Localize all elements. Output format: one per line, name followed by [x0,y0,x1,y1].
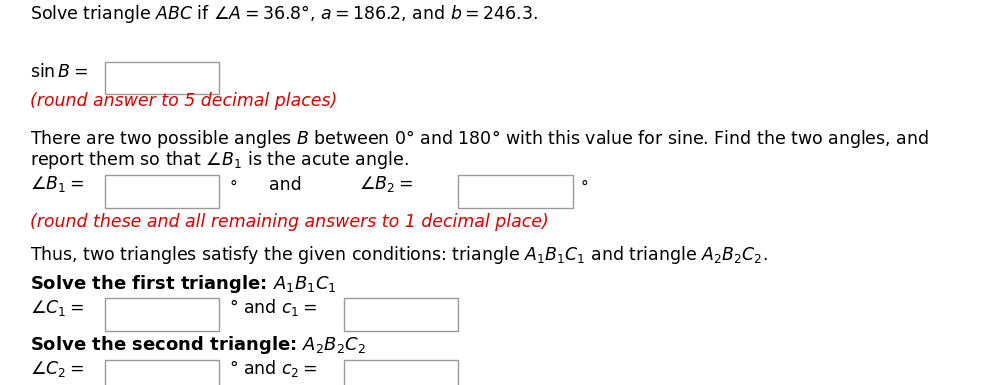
Text: Solve the first triangle: $A_1B_1C_1$: Solve the first triangle: $A_1B_1C_1$ [30,273,337,295]
Text: $\angle B_1 = $: $\angle B_1 = $ [30,174,84,194]
Text: (round these and all remaining answers to 1 decimal place): (round these and all remaining answers t… [30,213,549,231]
Text: and: and [269,176,302,194]
Text: $\sin B = $: $\sin B = $ [30,63,88,81]
FancyBboxPatch shape [105,298,219,331]
Text: ° and $c_2 = $: ° and $c_2 = $ [229,358,318,379]
FancyBboxPatch shape [105,175,219,208]
Text: Solve triangle $ABC$ if $\angle A = 36.8°$, $a = 186.2$, and $b = 246.3$.: Solve triangle $ABC$ if $\angle A = 36.8… [30,3,538,25]
Text: $\angle C_2 = $: $\angle C_2 = $ [30,359,84,379]
FancyBboxPatch shape [458,175,573,208]
Text: Thus, two triangles satisfy the given conditions: triangle $A_1B_1C_1$ and trian: Thus, two triangles satisfy the given co… [30,244,768,266]
Text: °: ° [229,179,237,194]
Text: ° and $c_1 = $: ° and $c_1 = $ [229,296,318,318]
Text: $\angle C_1 = $: $\angle C_1 = $ [30,298,84,318]
FancyBboxPatch shape [344,360,458,385]
FancyBboxPatch shape [105,62,219,94]
Text: (round answer to 5 decimal places): (round answer to 5 decimal places) [30,92,337,110]
Text: $\angle B_2 = $: $\angle B_2 = $ [359,174,412,194]
FancyBboxPatch shape [105,360,219,385]
Text: report them so that $\angle B_1$ is the acute angle.: report them so that $\angle B_1$ is the … [30,149,408,171]
Text: Solve the second triangle: $A_2B_2C_2$: Solve the second triangle: $A_2B_2C_2$ [30,334,366,356]
Text: There are two possible angles $B$ between 0° and 180° with this value for sine. : There are two possible angles $B$ betwee… [30,128,929,150]
FancyBboxPatch shape [344,298,458,331]
Text: °: ° [581,179,589,194]
